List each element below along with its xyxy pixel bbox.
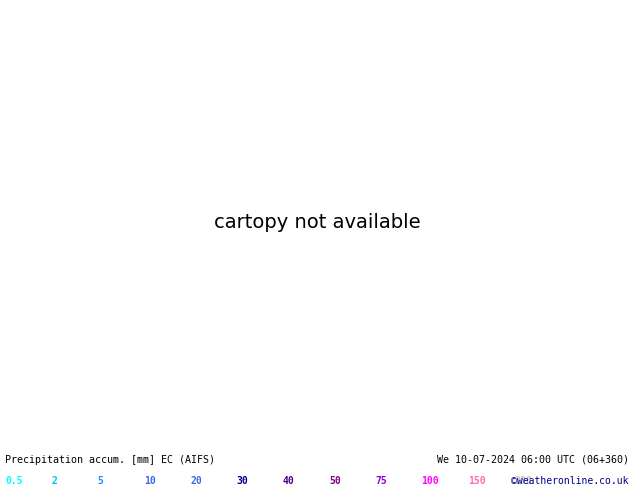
Text: 40: 40 bbox=[283, 476, 295, 486]
Text: 20: 20 bbox=[190, 476, 202, 486]
Text: 100: 100 bbox=[422, 476, 439, 486]
Text: 50: 50 bbox=[329, 476, 341, 486]
Text: cartopy not available: cartopy not available bbox=[214, 214, 420, 232]
Text: We 10-07-2024 06:00 UTC (06+360): We 10-07-2024 06:00 UTC (06+360) bbox=[437, 455, 629, 465]
Text: Precipitation accum. [mm] EC (AIFS): Precipitation accum. [mm] EC (AIFS) bbox=[5, 455, 215, 465]
Text: ©weatheronline.co.uk: ©weatheronline.co.uk bbox=[512, 476, 629, 486]
Text: 75: 75 bbox=[375, 476, 387, 486]
Text: 10: 10 bbox=[144, 476, 156, 486]
Text: 5: 5 bbox=[98, 476, 103, 486]
Text: 0.5: 0.5 bbox=[5, 476, 23, 486]
Text: 30: 30 bbox=[236, 476, 249, 486]
Text: 150: 150 bbox=[468, 476, 486, 486]
Text: 200: 200 bbox=[514, 476, 532, 486]
Text: 2: 2 bbox=[51, 476, 57, 486]
